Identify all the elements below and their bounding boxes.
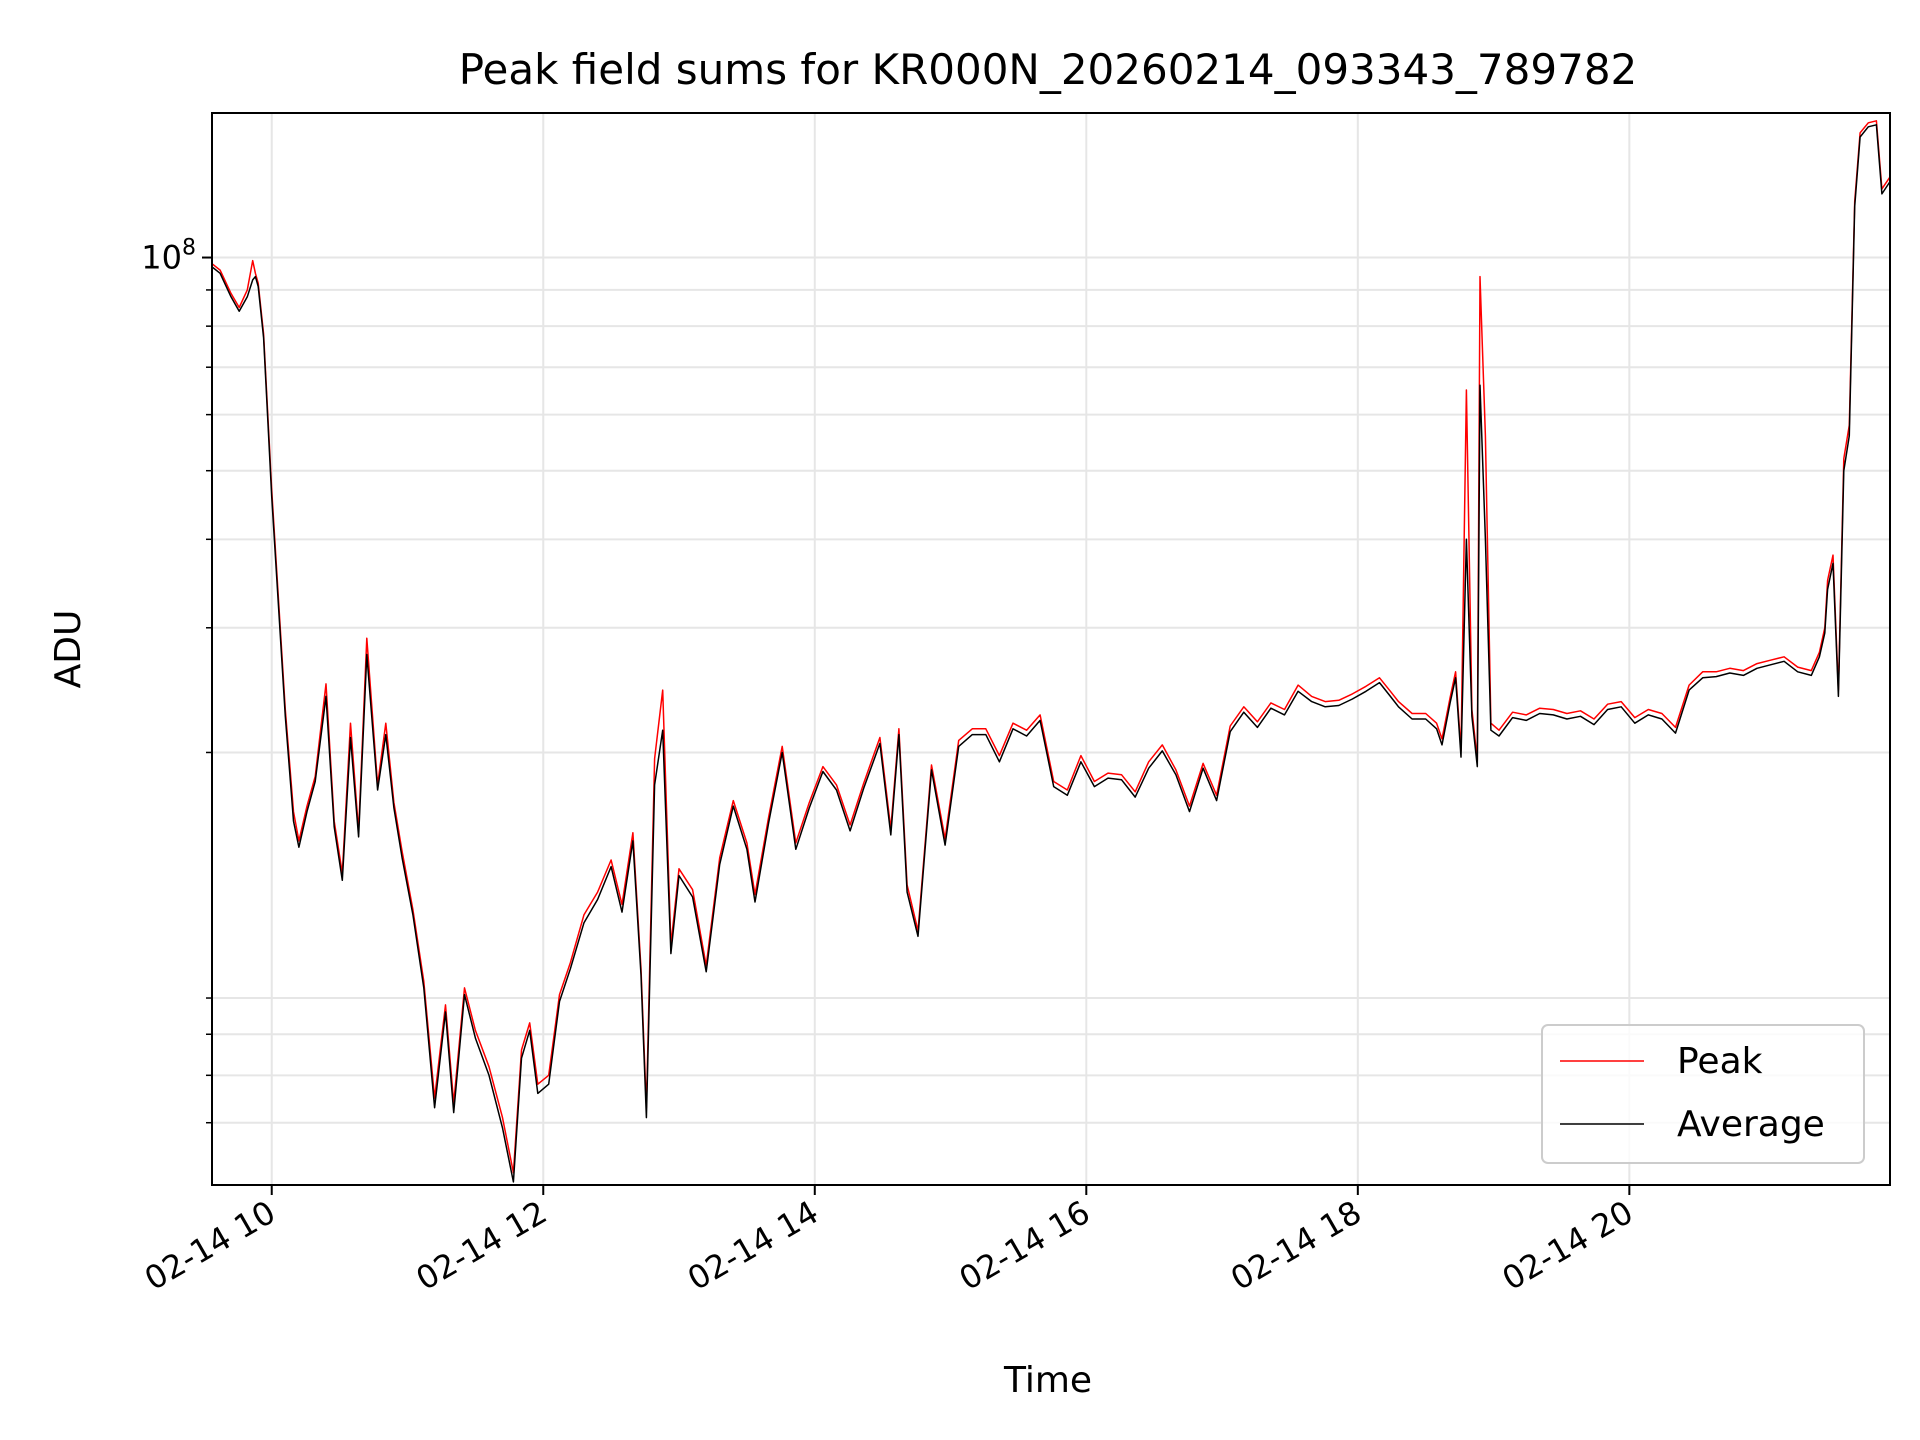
legend-box (1541, 1024, 1865, 1164)
y-axis-label: ADU (48, 610, 89, 689)
series-line-average (211, 124, 1891, 1183)
legend-average-label: Average (1677, 1104, 1825, 1145)
x-axis-label: Time (1003, 1360, 1092, 1401)
plot-lines (211, 120, 1891, 1183)
chart-title: Peak field sums for KR000N_20260214_0933… (459, 45, 1638, 94)
plot-area-frame (211, 112, 1891, 1186)
y-tick-exponent: 8 (182, 236, 196, 261)
legend: Peak Average (1541, 1024, 1865, 1164)
series-line-peak (211, 120, 1891, 1174)
legend-peak-label: Peak (1677, 1041, 1763, 1082)
